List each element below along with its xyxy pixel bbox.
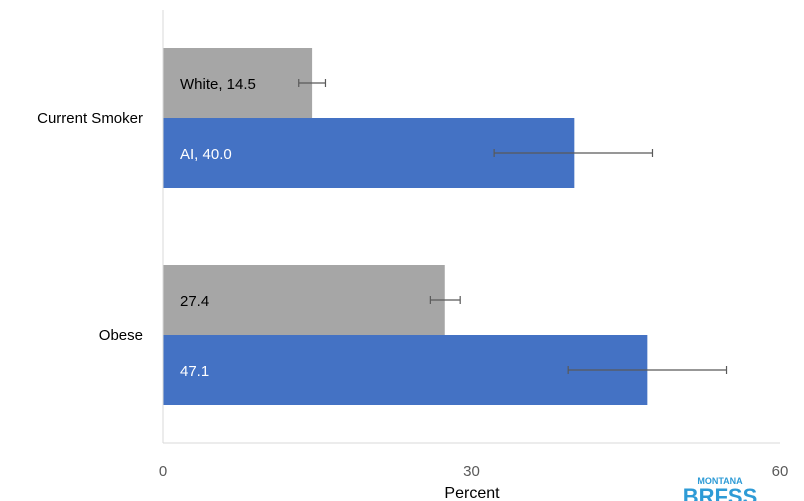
brfss-logo: MONTANA BRFSS: [683, 476, 758, 501]
data-label-1-0: 27.4: [180, 293, 209, 310]
category-label-0: Current Smoker: [37, 110, 143, 127]
error-bar-1-1: [567, 366, 728, 374]
error-bar-0-0: [298, 79, 327, 87]
bar-0-0: [163, 48, 313, 118]
logo-main-text: BRFSS: [683, 484, 758, 501]
data-label-1-1: 47.1: [180, 363, 209, 380]
category-labels: Current Smoker Obese: [37, 110, 143, 344]
bar-1-0: [163, 265, 445, 335]
error-bar-1-0: [429, 296, 461, 304]
bar-1-1: [163, 335, 648, 405]
data-label-0-1: AI, 40.0: [180, 146, 232, 163]
error-bar-0-1: [493, 149, 654, 157]
data-labels-layer: White, 14.5 AI, 40.0 27.4 47.1: [180, 76, 256, 380]
x-tick-label-0: 0: [159, 463, 167, 480]
bars-layer: [163, 48, 648, 405]
category-label-1: Obese: [99, 327, 143, 344]
x-tick-label-60: 60: [772, 463, 789, 480]
x-axis-title: Percent: [444, 485, 500, 501]
x-tick-labels: 0 30 60: [159, 463, 789, 480]
logo-top-text: MONTANA: [697, 476, 743, 486]
data-label-0-0: White, 14.5: [180, 76, 256, 93]
error-bars-layer: [298, 79, 728, 374]
x-tick-label-30: 30: [463, 463, 480, 480]
